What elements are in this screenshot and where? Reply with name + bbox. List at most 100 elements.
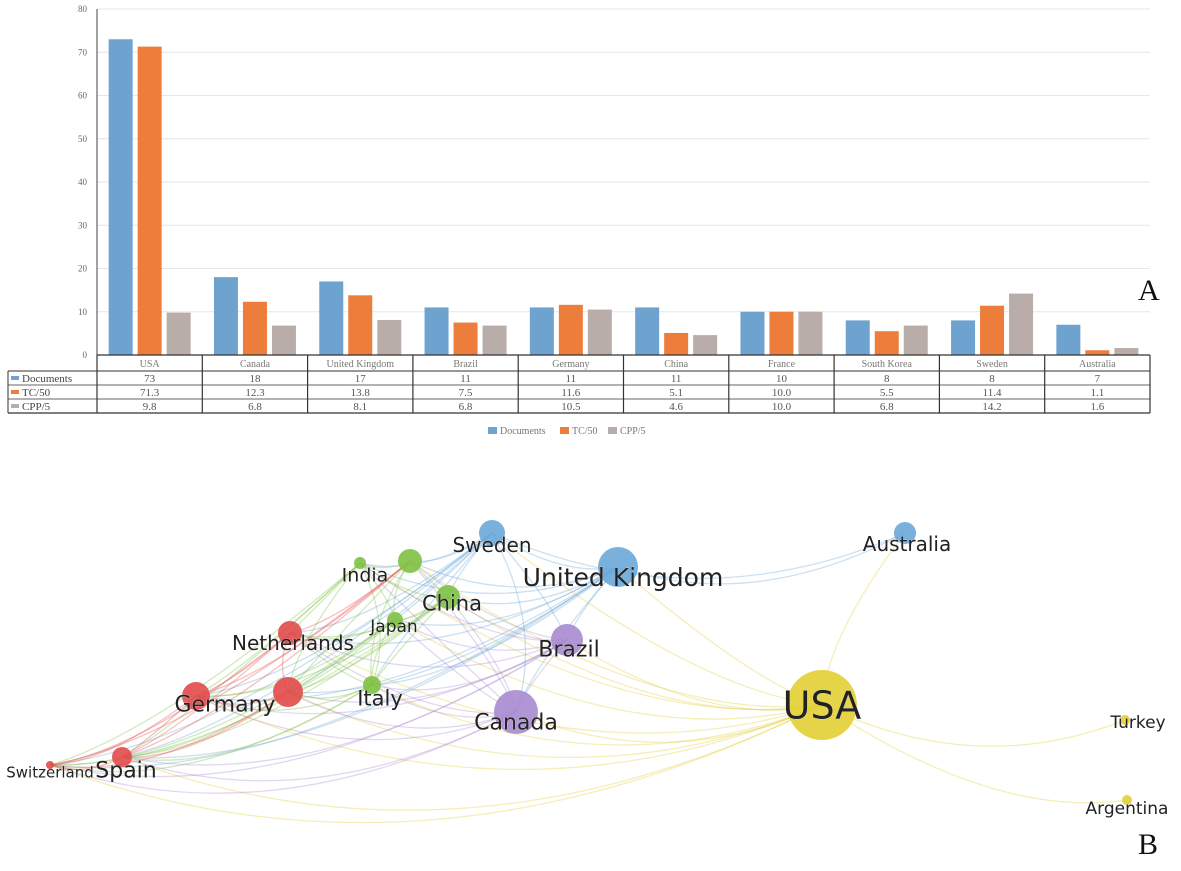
network-edge — [49, 704, 823, 824]
data-label: 5.1 — [669, 387, 683, 399]
network-edge — [289, 632, 568, 668]
network-node-turkey — [1120, 715, 1130, 725]
legend-swatch — [11, 390, 19, 394]
y-tick-label: 80 — [78, 4, 88, 14]
legend-label: Documents — [500, 426, 546, 437]
network-edge — [121, 704, 823, 811]
x-tick-label: China — [664, 359, 688, 370]
node-label: Spain — [95, 759, 156, 784]
node-label: Japan — [369, 617, 417, 637]
data-label: 73 — [144, 373, 156, 385]
data-label: 11.4 — [983, 387, 1002, 399]
network-edge — [409, 560, 823, 708]
node-label: Netherlands — [232, 631, 354, 655]
node-label: Canada — [474, 711, 558, 736]
network-edge — [287, 566, 619, 694]
bar-cpp5 — [377, 319, 402, 355]
node-label: India — [342, 565, 389, 587]
node-label: Switzerland — [6, 763, 94, 781]
network-edge — [359, 532, 493, 568]
network-node-usa — [787, 670, 857, 740]
node-label: Argentina — [1086, 799, 1169, 819]
network-edge — [195, 639, 568, 715]
labels: USA Turkey Argentina Australia United Kingdo… — [6, 532, 1169, 819]
x-tick-label: Sweden — [976, 359, 1008, 370]
network-edge — [121, 596, 449, 758]
network-edge — [821, 704, 1128, 804]
network-edge — [49, 596, 449, 766]
legend-swatch — [560, 427, 569, 434]
legend-swatch — [11, 404, 19, 408]
bar-cpp5 — [587, 309, 612, 355]
network-edge — [287, 532, 493, 693]
y-tick-label: 0 — [83, 350, 88, 360]
bar-chart-panel-a: 0 10 20 30 40 50 60 70 80 USA Canada United Kingdom… — [7, 4, 1151, 437]
bar-tc50 — [348, 295, 373, 355]
network-edge — [49, 532, 493, 766]
data-label: 10.0 — [772, 401, 792, 413]
network-panel-b: USA Turkey Argentina Australia United Kingdo… — [6, 520, 1169, 824]
panel-label-b: B — [1138, 828, 1159, 861]
network-edge — [359, 562, 568, 642]
bar-cpp5 — [903, 325, 928, 355]
network-edge — [394, 566, 619, 626]
network-node-uk — [598, 547, 638, 587]
network-edge — [370, 560, 411, 686]
network-edge — [49, 619, 396, 766]
bar-cpp5 — [1009, 293, 1034, 355]
network-edge — [287, 596, 449, 693]
legend-swatch — [488, 427, 497, 434]
bar-tc50 — [137, 46, 162, 355]
bar-tc50 — [558, 304, 583, 355]
node-label: Sweden — [452, 533, 531, 557]
data-label: 11 — [460, 373, 471, 385]
network-node-spain — [112, 747, 132, 767]
network-edge — [394, 619, 823, 720]
network-edge — [121, 632, 291, 758]
data-label: 11.6 — [561, 387, 580, 399]
network-edge — [289, 596, 449, 638]
node-label: Brazil — [538, 638, 599, 663]
y-tick-label: 50 — [78, 134, 88, 144]
nodes — [46, 520, 1132, 805]
data-label: 1.6 — [1090, 401, 1104, 413]
node-label: Italy — [357, 686, 403, 710]
network-node-canada — [494, 690, 538, 734]
node-label: Turkey — [1109, 713, 1165, 733]
node-label: China — [422, 591, 482, 615]
network-edge — [121, 691, 289, 758]
x-tick-label: Germany — [552, 359, 589, 370]
network-edge — [49, 566, 619, 769]
network-edge — [617, 532, 906, 585]
network-edge — [195, 532, 493, 697]
data-label: 7.5 — [459, 387, 473, 399]
node-label: Germany — [174, 693, 275, 718]
network-node-china — [436, 585, 460, 609]
x-tick-label: Canada — [240, 359, 271, 370]
data-label: 17 — [355, 373, 367, 385]
network-edge — [359, 562, 619, 595]
bar-documents — [740, 311, 765, 355]
network-node-australia — [894, 522, 916, 544]
bar-documents — [1056, 324, 1081, 355]
bar-documents — [319, 281, 344, 355]
y-tick-label: 30 — [78, 220, 88, 230]
bar-tc50 — [242, 301, 267, 355]
node-label: USA — [783, 683, 862, 727]
data-label: 11 — [566, 373, 577, 385]
data-label: 8 — [989, 373, 995, 385]
bar-documents — [213, 277, 238, 355]
network-node-g2 — [398, 549, 422, 573]
network-edge — [371, 684, 823, 746]
x-tick-label: USA — [140, 359, 161, 370]
network-edge — [287, 691, 823, 759]
network-edge — [195, 695, 823, 771]
network-edge — [289, 566, 619, 645]
network-edge — [359, 562, 381, 686]
network-node-japan — [387, 612, 403, 628]
data-label: 10.5 — [561, 401, 581, 413]
y-tick-label: 70 — [78, 47, 88, 57]
network-edge — [121, 684, 373, 761]
bar-cpp5 — [1114, 348, 1139, 355]
network-node-india — [354, 557, 366, 569]
